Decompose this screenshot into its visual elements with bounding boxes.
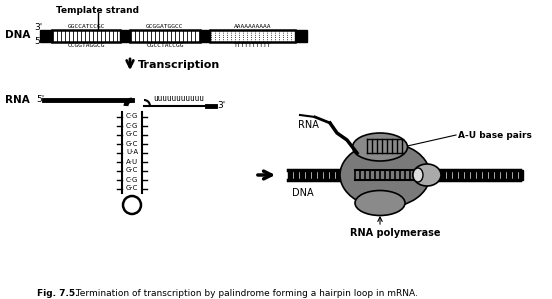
Bar — [330, 170, 334, 180]
Bar — [200, 30, 210, 42]
Bar — [519, 170, 523, 180]
Bar — [300, 170, 304, 180]
Bar — [453, 170, 457, 180]
Bar — [294, 170, 298, 180]
Bar — [471, 170, 475, 180]
Bar — [306, 170, 310, 180]
Text: C·G: C·G — [126, 114, 138, 120]
Bar — [507, 170, 511, 180]
Bar — [342, 170, 346, 180]
Bar — [429, 170, 433, 180]
Bar — [423, 170, 427, 180]
Text: G·C: G·C — [126, 141, 138, 147]
Text: RNA: RNA — [298, 120, 319, 130]
Text: TTTTTTTTTT: TTTTTTTTTT — [233, 43, 271, 48]
Text: C·G: C·G — [126, 176, 138, 182]
Bar — [501, 170, 505, 180]
Text: DNA: DNA — [5, 30, 30, 40]
Bar — [441, 170, 445, 180]
Text: AAAAAAAAAA: AAAAAAAAAA — [233, 24, 271, 29]
Bar — [312, 170, 316, 180]
Text: U·A: U·A — [126, 150, 138, 155]
Text: 5': 5' — [36, 95, 44, 104]
Text: Transcription: Transcription — [138, 60, 220, 69]
Bar — [489, 170, 493, 180]
Bar — [40, 30, 52, 42]
Text: G·C: G·C — [126, 167, 138, 173]
Text: Termination of transcription by palindrome forming a hairpin loop in mRNA.: Termination of transcription by palindro… — [73, 289, 418, 298]
Bar — [417, 170, 421, 180]
Bar — [318, 170, 322, 180]
Ellipse shape — [413, 168, 423, 182]
Text: Template strand: Template strand — [56, 6, 140, 15]
Bar — [120, 30, 130, 42]
Text: CGCCTACCGG: CGCCTACCGG — [146, 43, 184, 48]
Bar — [336, 170, 340, 180]
Text: G·C: G·C — [126, 185, 138, 191]
Text: CCGGTAGGCG: CCGGTAGGCG — [67, 43, 105, 48]
Bar — [513, 170, 517, 180]
Bar — [495, 170, 499, 180]
Ellipse shape — [355, 190, 405, 216]
Bar — [477, 170, 481, 180]
Text: RNA polymerase: RNA polymerase — [350, 228, 440, 238]
Text: G·C: G·C — [126, 132, 138, 138]
Text: A-U base pairs: A-U base pairs — [458, 130, 532, 140]
Bar — [295, 30, 307, 42]
Ellipse shape — [413, 164, 441, 186]
Bar — [465, 170, 469, 180]
Text: GCGGATGGCC: GCGGATGGCC — [146, 24, 184, 29]
Ellipse shape — [340, 143, 430, 208]
Text: 3': 3' — [217, 101, 225, 111]
Ellipse shape — [353, 133, 407, 161]
Text: A·U: A·U — [126, 158, 138, 164]
Text: Fig. 7.5.: Fig. 7.5. — [37, 289, 78, 298]
Bar — [459, 170, 463, 180]
Bar — [288, 170, 292, 180]
Bar — [435, 170, 439, 180]
Text: DNA: DNA — [292, 188, 314, 198]
Bar — [324, 170, 328, 180]
Bar — [483, 170, 487, 180]
Text: uuuuuuuuuuu: uuuuuuuuuuu — [153, 94, 204, 103]
Text: RNA: RNA — [5, 95, 30, 105]
Text: 3': 3' — [34, 24, 43, 33]
Text: 5': 5' — [34, 36, 43, 45]
Text: GGCCATCCGC: GGCCATCCGC — [67, 24, 105, 29]
Text: C·G: C·G — [126, 123, 138, 129]
Bar — [447, 170, 451, 180]
